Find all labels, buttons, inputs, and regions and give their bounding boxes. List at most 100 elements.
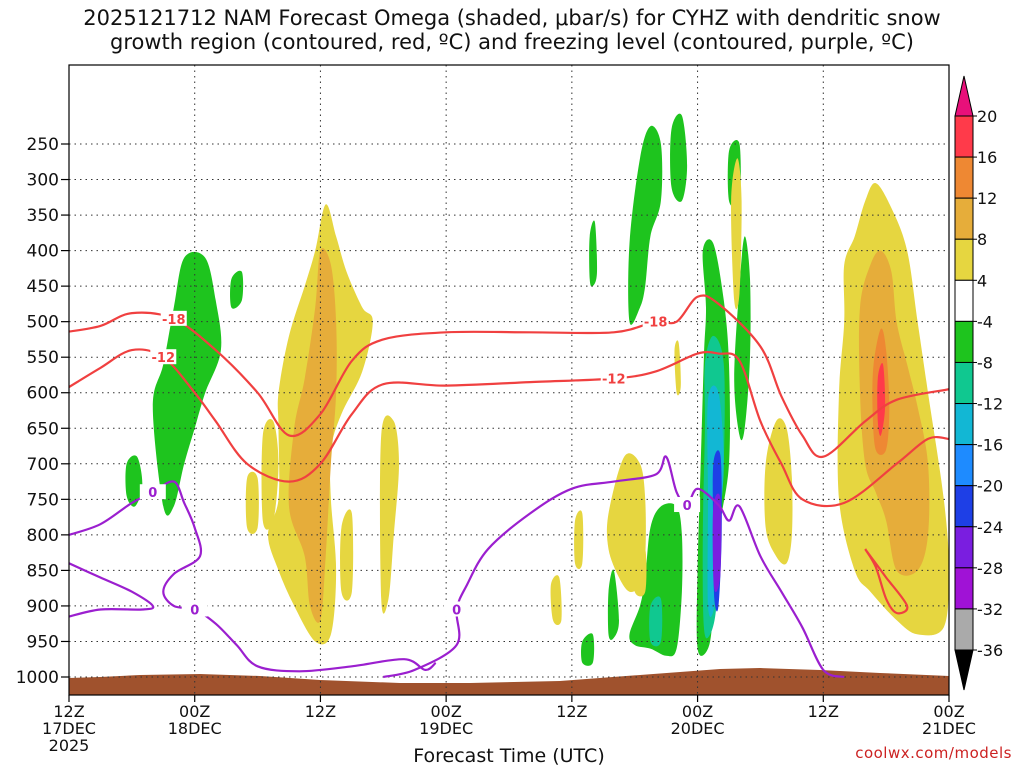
x-tick-label: 2025 <box>49 736 90 755</box>
colorbar: 20 16 12 8 4 -4 -8 -12 -16 -20 -24 -28 -32 -36 <box>954 75 1003 691</box>
freezing-contour-label-bg <box>139 484 166 500</box>
y-tick-label: 850 <box>27 561 59 581</box>
colorbar-tick-label: -24 <box>977 518 1003 537</box>
colorbar-tick-label: -4 <box>977 312 993 331</box>
omega-region-19 <box>629 503 683 657</box>
omega-region-5 <box>261 419 279 530</box>
dgz-contour-label: -12 <box>152 351 176 366</box>
y-tick-label: 550 <box>27 348 59 368</box>
y-tick-label: 950 <box>27 632 59 652</box>
chart-title: 2025121712 NAM Forecast Omega (shaded, μ… <box>0 6 1024 54</box>
x-tick-label: 00Z <box>682 702 713 721</box>
freezing-contour-label: 0 <box>148 486 157 501</box>
x-tick-label: 12Z <box>305 702 336 721</box>
dgz-contour-label: -18 <box>644 316 668 331</box>
colorbar-segment <box>954 279 974 322</box>
freezing-contour-label: 0 <box>683 499 692 514</box>
colorbar-tick-label: 16 <box>977 148 997 167</box>
y-tick-label: 300 <box>27 171 59 191</box>
omega-region-33 <box>574 510 584 570</box>
y-tick-label: 350 <box>27 206 59 226</box>
colorbar-segment <box>954 444 974 487</box>
omega-region-17 <box>712 493 722 593</box>
freezing-contour-label-bg <box>674 497 701 513</box>
colorbar-tick-label: -12 <box>977 395 1003 414</box>
colorbar-segment <box>954 608 974 651</box>
freezing-contour-label-bg <box>443 601 470 617</box>
dgz-contour-label: -18 <box>162 313 186 328</box>
y-tick-label: 1000 <box>16 668 59 688</box>
omega-shading <box>125 113 949 666</box>
omega-region-7 <box>340 509 354 601</box>
dgz-contour-label-bg <box>642 313 669 329</box>
dgz-contour-2 <box>864 548 909 615</box>
y-tick-label: 400 <box>27 242 59 262</box>
y-tick-label: 750 <box>27 490 59 510</box>
colorbar-segment <box>954 238 974 281</box>
omega-region-26 <box>674 340 681 396</box>
y-tick-label: 650 <box>27 419 59 439</box>
y-tick-label: 450 <box>27 277 59 297</box>
dgz-contour-label-bg <box>600 370 627 386</box>
colorbar-segment <box>954 197 974 240</box>
y-tick-label: 900 <box>27 597 59 617</box>
colorbar-segment <box>954 320 974 363</box>
x-tick-label: 12Z <box>556 702 587 721</box>
omega-region-9 <box>628 125 663 325</box>
omega-region-22 <box>581 633 595 666</box>
omega-region-20 <box>649 596 663 647</box>
dgz-contour-label: -12 <box>602 373 626 388</box>
colorbar-tick-label: 8 <box>977 230 987 249</box>
chart-title-line-2: growth region (contoured, red, ºC) and f… <box>110 30 914 54</box>
omega-region-24 <box>633 547 647 597</box>
x-tick-label: 17DEC <box>42 719 96 738</box>
ground-fill <box>69 668 949 695</box>
x-tick-label: 00Z <box>179 702 210 721</box>
dgz-contour-label-bg <box>150 349 177 365</box>
omega-region-32 <box>550 575 562 626</box>
omega-region-18 <box>734 236 751 441</box>
omega-region-1 <box>125 455 143 507</box>
grid <box>68 65 950 695</box>
colorbar-tick-label: -36 <box>977 641 1003 660</box>
x-tick-label: 12Z <box>53 702 84 721</box>
omega-region-4 <box>288 248 337 623</box>
colorbar-segment <box>954 156 974 199</box>
omega-region-6 <box>379 415 399 614</box>
omega-region-11 <box>589 220 598 287</box>
x-tick-label: 00Z <box>933 702 964 721</box>
contours: -18 -18 -12 -12 0 0 0 0 <box>69 294 949 679</box>
omega-region-8 <box>245 471 259 535</box>
colorbar-tick-label: -16 <box>977 436 1003 455</box>
x-tick-label: 19DEC <box>419 719 473 738</box>
colorbar-tick-label: -32 <box>977 600 1003 619</box>
dgz-contour-1 <box>69 348 949 508</box>
colorbar-tick-label: -28 <box>977 559 1003 578</box>
omega-region-2 <box>230 270 244 309</box>
x-axis-title: Forecast Time (UTC) <box>413 745 605 767</box>
freezing-contour-2 <box>69 562 155 618</box>
y-tick-label: 600 <box>27 384 59 404</box>
freezing-contour-1 <box>383 455 845 679</box>
omega-region-29 <box>858 250 930 576</box>
colorbar-tick-label: -8 <box>977 353 993 372</box>
colorbar-segment <box>954 567 974 610</box>
freezing-contour-label: 0 <box>190 603 199 618</box>
omega-region-21 <box>607 569 619 640</box>
x-tick-label: 18DEC <box>168 719 222 738</box>
colorbar-tick-label: 4 <box>977 271 987 290</box>
credit-link[interactable]: coolwx.com/models <box>855 744 1012 762</box>
colorbar-tick-label: -20 <box>977 477 1003 496</box>
freezing-contour-label: 0 <box>452 603 461 618</box>
colorbar-tick-label: 20 <box>977 107 997 126</box>
x-tick-label: 20DEC <box>671 719 725 738</box>
y-tick-label: 800 <box>27 526 59 546</box>
y-tick-label: 700 <box>27 455 59 475</box>
omega-region-27 <box>764 418 793 565</box>
colorbar-segment <box>954 115 974 158</box>
colorbar-segment <box>954 361 974 405</box>
omega-region-31 <box>877 363 886 436</box>
plot-frame <box>68 64 950 696</box>
